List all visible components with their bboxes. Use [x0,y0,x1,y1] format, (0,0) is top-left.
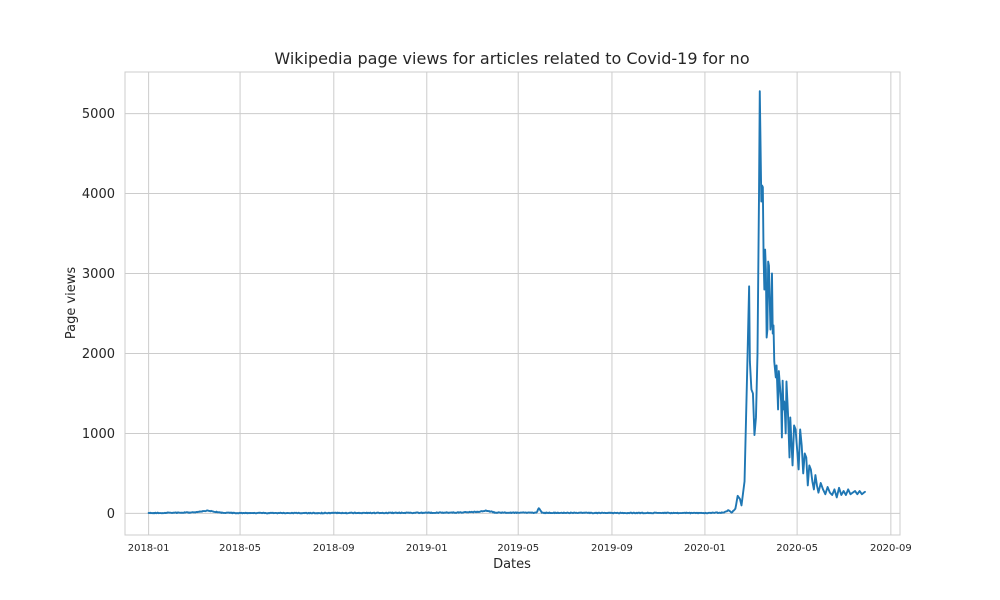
y-tick-label: 0 [107,507,115,522]
x-tick-label: 2019-05 [497,543,539,554]
x-tick-label: 2020-09 [870,543,912,554]
x-tick-label: 2018-09 [313,543,355,554]
y-tick-label: 1000 [82,427,115,442]
y-tick-label: 2000 [82,347,115,362]
plot-frame [124,71,901,536]
y-axis-label: Page views [64,267,79,340]
x-tick-label: 2018-05 [219,543,261,554]
x-tick-labels: 2018-01 2018-05 2018-09 2019-01 2019-05 2019-… [128,543,912,554]
x-tick-label: 2018-01 [128,543,170,554]
x-axis-label: Dates [493,557,531,572]
y-tick-label: 5000 [82,107,115,122]
y-tick-label: 4000 [82,187,115,202]
y-tick-labels: 0 1000 2000 3000 4000 5000 [82,107,115,522]
x-tick-label: 2019-01 [406,543,448,554]
x-tick-label: 2020-05 [776,543,818,554]
series-line [147,90,866,515]
x-tick-label: 2019-09 [591,543,633,554]
x-tick-label: 2020-01 [684,543,726,554]
y-tick-label: 3000 [82,267,115,282]
chart-title: Wikipedia page views for articles relate… [274,49,749,68]
